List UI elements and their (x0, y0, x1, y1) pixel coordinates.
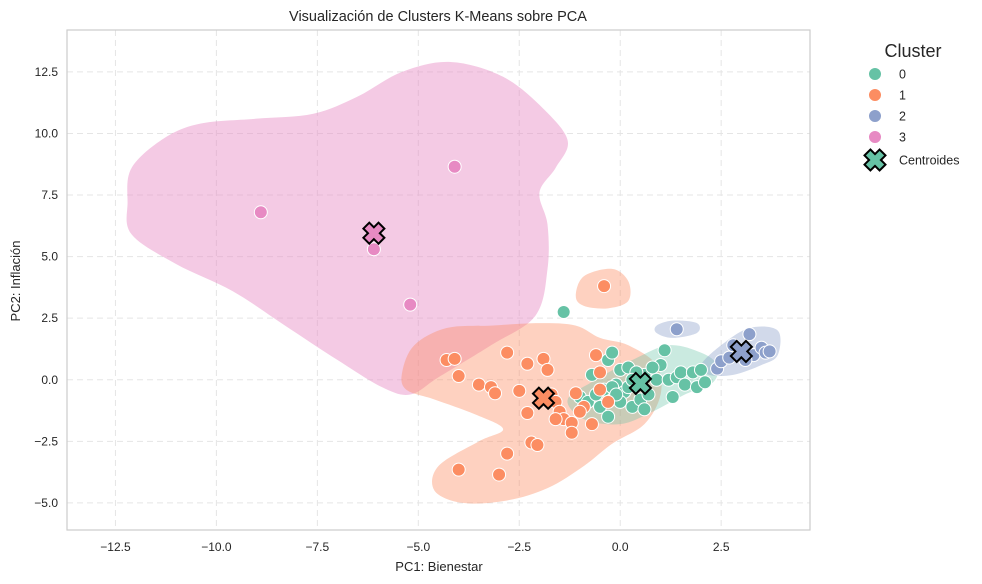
point-cluster-2 (742, 327, 757, 342)
point-cluster-0 (605, 345, 620, 360)
point-cluster-1 (593, 365, 608, 380)
point-cluster-3 (253, 205, 268, 220)
point-cluster-1 (451, 462, 466, 477)
x-tick-label: 2.5 (713, 540, 730, 554)
legend-label-cluster-3: 3 (899, 131, 906, 145)
point-cluster-1 (593, 382, 608, 397)
point-cluster-0 (645, 360, 660, 375)
point-cluster-1 (588, 348, 603, 363)
x-tick-label: 0.0 (612, 540, 629, 554)
legend-label-cluster-2: 2 (899, 110, 906, 124)
x-tick-label: −10.0 (201, 540, 232, 554)
point-cluster-0 (649, 372, 664, 387)
point-cluster-1 (451, 369, 466, 384)
point-cluster-3 (447, 159, 462, 174)
y-tick-label: 7.5 (41, 188, 58, 202)
point-cluster-1 (488, 386, 503, 401)
centroid-cluster-1 (531, 386, 556, 411)
point-cluster-3 (366, 242, 381, 257)
x-tick-label: −7.5 (306, 540, 330, 554)
point-cluster-0 (698, 375, 713, 390)
point-cluster-1 (540, 362, 555, 377)
point-cluster-1 (500, 345, 515, 360)
point-cluster-1 (447, 351, 462, 366)
centroid-cluster-3 (361, 221, 386, 246)
point-cluster-0 (677, 377, 692, 392)
point-cluster-1 (548, 412, 563, 427)
legend-label-cluster-0: 0 (899, 68, 906, 82)
y-tick-label: 12.5 (35, 65, 59, 79)
point-cluster-2 (762, 344, 777, 359)
point-cluster-0 (601, 409, 616, 424)
point-cluster-0 (556, 305, 571, 320)
plot-area: −12.5 −10.0 −7.5 −5.0 −2.5 0.0 2.5 −5.0 −2.5 0.0 2… (34, 29, 811, 554)
y-axis-label: PC2: Inflación (8, 241, 23, 322)
centroid-cluster-2 (729, 339, 754, 364)
y-tick-label: −2.5 (34, 434, 58, 448)
point-cluster-1 (564, 425, 579, 440)
legend-marker-cluster-1 (868, 88, 882, 102)
legend-label-centroides: Centroides (899, 154, 959, 168)
point-cluster-1 (601, 394, 616, 409)
density-regions (126, 61, 781, 504)
x-tick-label: −2.5 (507, 540, 531, 554)
point-cluster-1 (471, 377, 486, 392)
legend-marker-cluster-2 (868, 109, 882, 123)
point-cluster-1 (530, 438, 545, 453)
density-region-cluster-3 (126, 61, 568, 395)
x-tick-label: −12.5 (100, 540, 131, 554)
y-tick-label: 2.5 (41, 311, 58, 325)
point-cluster-1 (597, 279, 612, 294)
y-tick-label: 10.0 (35, 126, 59, 140)
point-cluster-0 (637, 402, 652, 417)
y-tick-label: 5.0 (41, 250, 58, 264)
point-cluster-1 (572, 404, 587, 419)
point-cluster-1 (568, 386, 583, 401)
point-cluster-0 (673, 365, 688, 380)
centroids (361, 221, 754, 411)
chart-title: Visualización de Clusters K-Means sobre … (289, 9, 587, 25)
point-cluster-1 (584, 417, 599, 432)
centroid-cluster-0 (628, 371, 653, 396)
legend-label-cluster-1: 1 (899, 89, 906, 103)
grid (67, 30, 810, 530)
point-cluster-0 (693, 362, 708, 377)
plot-frame (66, 29, 811, 531)
legend-title: Cluster (884, 41, 941, 61)
legend: Cluster 0 1 2 3 Centroides (863, 41, 959, 172)
point-cluster-0 (657, 343, 672, 358)
y-tick-label: −5.0 (34, 496, 58, 510)
point-cluster-1 (492, 467, 507, 482)
legend-centroid-marker (863, 148, 887, 172)
legend-marker-cluster-0 (868, 67, 882, 81)
x-axis-label: PC1: Bienestar (395, 559, 483, 574)
x-tick-label: −5.0 (406, 540, 430, 554)
point-cluster-1 (500, 446, 515, 461)
point-cluster-3 (403, 297, 418, 312)
point-cluster-0 (665, 389, 680, 404)
tick-labels: −12.5 −10.0 −7.5 −5.0 −2.5 0.0 2.5 −5.0 −2.5 0.0 2… (34, 65, 730, 554)
point-cluster-2 (669, 322, 684, 337)
legend-marker-cluster-3 (868, 130, 882, 144)
y-tick-label: 0.0 (41, 373, 58, 387)
point-cluster-1 (512, 383, 527, 398)
point-cluster-1 (520, 406, 535, 421)
point-cluster-1 (520, 356, 535, 371)
